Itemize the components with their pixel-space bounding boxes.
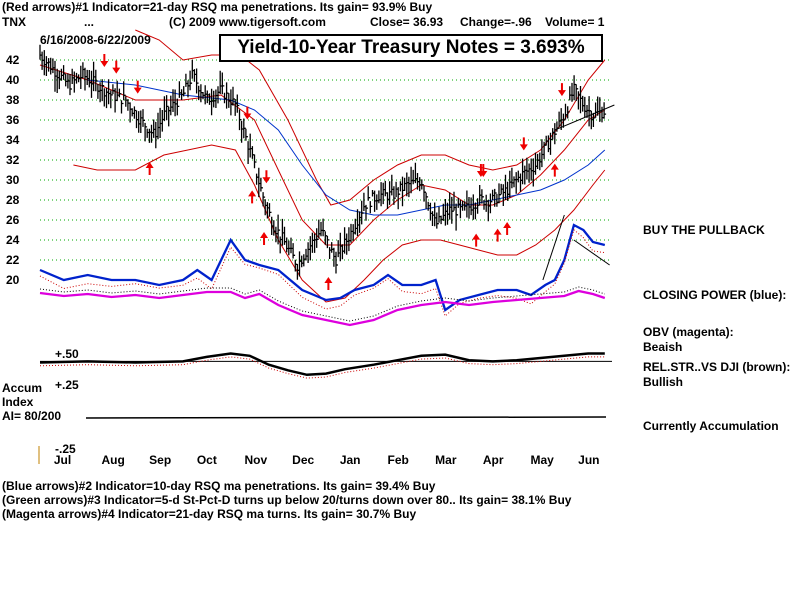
change-label: Change=-.96 <box>460 15 532 29</box>
y-tick-label: 42 <box>6 53 20 67</box>
header-dots: ... <box>84 15 95 29</box>
red-buy-arrow <box>550 163 559 177</box>
downtrend-line <box>573 239 610 266</box>
x-tick-label: Jul <box>54 453 71 467</box>
date-range: 6/16/2008-6/22/2009 <box>40 33 151 47</box>
obv-value: Beaish <box>643 340 683 354</box>
symbol-label: TNX <box>2 15 26 29</box>
red-sell-arrow <box>557 83 566 97</box>
y-tick-label: 30 <box>6 173 20 187</box>
price-ohlc-bars <box>39 44 607 280</box>
x-tick-label: Mar <box>435 453 457 467</box>
month-axis: Jul Aug Sep Oct Nov Dec Jan Feb Mar Apr May Jun <box>38 446 600 467</box>
red-sell-arrow <box>243 106 252 120</box>
accum-index-line <box>39 352 605 377</box>
y-tick-label: 22 <box>6 253 20 267</box>
red-sell-arrow <box>262 170 271 184</box>
signal-arrows <box>100 54 566 290</box>
y-tick-label: 34 <box>6 133 20 147</box>
buy-the-pullback-label: BUY THE PULLBACK <box>643 223 765 237</box>
x-tick-label: May <box>531 453 555 467</box>
x-tick-label: Sep <box>149 453 171 467</box>
y-tick-label: 36 <box>6 113 20 127</box>
accum-tick-bottom: -.25 <box>55 442 76 456</box>
red-sell-arrow <box>112 60 121 74</box>
obv-title: OBV (magenta): <box>643 325 734 339</box>
price-y-axis: 20 22 24 26 28 30 32 34 36 38 40 42 <box>6 53 20 287</box>
accum-title-1: Accum <box>2 381 43 395</box>
obv-ma <box>39 286 605 322</box>
closing-power-ma <box>39 228 605 317</box>
moving-average-lines <box>39 29 606 303</box>
volume-label: Volume= 1 <box>545 15 605 29</box>
accum-zero-line <box>85 416 607 419</box>
relstr-title: REL.STR..VS DJI (brown): <box>643 360 791 374</box>
chart-title: Yield-10-Year Treasury Notes = 3.693% <box>219 34 603 62</box>
x-tick-label: Jan <box>340 453 361 467</box>
accum-index-ma <box>39 356 605 379</box>
copyright-label: (C) 2009 www.tigersoft.com <box>169 15 326 29</box>
relstr-value: Bullish <box>643 375 684 389</box>
red-sell-arrow <box>100 54 109 67</box>
x-tick-label: Aug <box>102 453 125 467</box>
x-tick-label: Apr <box>483 453 504 467</box>
obv-line <box>39 289 606 327</box>
red-buy-arrow <box>472 233 481 247</box>
red-buy-arrow <box>503 222 512 235</box>
header-line1: (Red arrows)#1 Indicator=21-day RSQ ma p… <box>2 0 433 14</box>
footer-magenta: (Magenta arrows)#4 Indicator=21-day RSQ … <box>2 507 417 521</box>
accum-index-panel <box>39 352 612 419</box>
price-bars <box>39 44 615 281</box>
y-tick-label: 20 <box>6 273 20 287</box>
red-buy-arrow <box>248 190 257 204</box>
accum-status: Currently Accumulation <box>643 419 779 433</box>
accum-ai-value: AI= 80/200 <box>2 409 62 423</box>
closing-power-line <box>39 223 606 312</box>
y-tick-label: 24 <box>6 233 20 247</box>
x-tick-label: Oct <box>197 453 217 467</box>
lower-band-line <box>73 144 606 303</box>
red-buy-arrow <box>493 228 502 242</box>
accum-title-2: Index <box>2 395 34 409</box>
indicator-lines <box>39 223 606 327</box>
x-tick-label: Feb <box>388 453 409 467</box>
red-sell-arrow <box>133 80 142 94</box>
y-tick-label: 40 <box>6 73 20 87</box>
uptrend-line <box>542 214 565 281</box>
red-sell-arrow <box>479 164 488 177</box>
y-tick-label: 26 <box>6 213 20 227</box>
red-buy-arrow <box>324 277 333 290</box>
y-tick-label: 38 <box>6 93 20 107</box>
price-gridlines <box>40 59 612 261</box>
red-buy-arrow <box>145 162 154 175</box>
footer-blue: (Blue arrows)#2 Indicator=10-day RSQ ma … <box>2 479 436 493</box>
ma21-line <box>39 64 606 246</box>
x-tick-label: Dec <box>292 453 314 467</box>
x-tick-label: Nov <box>245 453 268 467</box>
support-line <box>554 104 615 131</box>
footer-green: (Green arrows)#3 Indicator=5-d St-Pct-D … <box>2 493 572 507</box>
accum-tick-top: +.50 <box>55 347 79 361</box>
accum-tick-mid: +.25 <box>55 378 79 392</box>
close-label: Close= 36.93 <box>370 15 444 29</box>
y-tick-label: 32 <box>6 153 20 167</box>
y-tick-label: 28 <box>6 193 20 207</box>
red-buy-arrow <box>260 232 269 245</box>
red-sell-arrow <box>519 137 528 151</box>
x-tick-label: Jun <box>578 453 599 467</box>
closing-power-label: CLOSING POWER (blue): <box>643 288 787 302</box>
